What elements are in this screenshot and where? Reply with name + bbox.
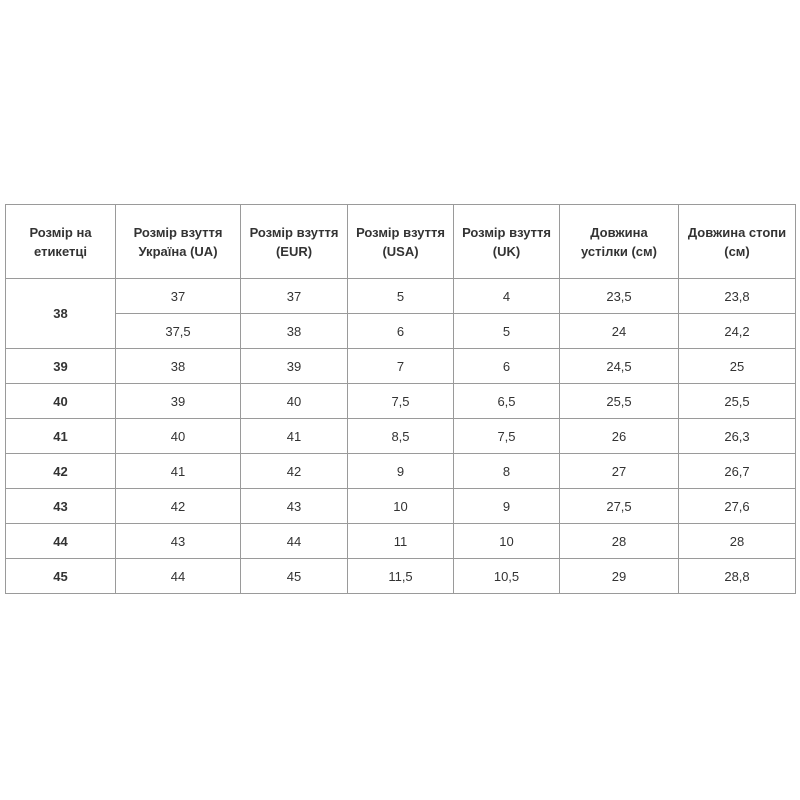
value-cell: 4 [453,278,560,314]
value-cell: 42 [115,488,241,524]
value-cell: 9 [453,488,560,524]
header-row: Розмір на етикетці Розмір взуття Україна … [5,204,796,279]
header-cell: Розмір взуття Україна (UA) [115,204,241,279]
value-cell: 7 [347,348,454,384]
value-cell: 42 [240,453,348,489]
value-cell: 41 [240,418,348,454]
value-cell: 37,5 [115,313,241,349]
table-row: 41 40 41 8,5 7,5 26 26,3 [5,418,796,454]
value-cell: 11,5 [347,558,454,594]
value-cell: 29 [559,558,679,594]
value-cell: 38 [240,313,348,349]
value-cell: 43 [115,523,241,559]
table-row: 43 42 43 10 9 27,5 27,6 [5,488,796,524]
value-cell: 39 [240,348,348,384]
value-cell: 9 [347,453,454,489]
table-row: 44 43 44 11 10 28 28 [5,523,796,559]
header-cell: Розмір взуття (UK) [453,204,560,279]
value-cell: 6 [453,348,560,384]
value-cell: 27,5 [559,488,679,524]
value-cell: 26 [559,418,679,454]
value-cell: 10 [453,523,560,559]
table-body: 38 37 37 5 4 23,5 23,8 37,5 38 6 5 24 24,2 39 38 39 7 6 24… [5,278,796,594]
value-cell: 38 [115,348,241,384]
value-cell: 10 [347,488,454,524]
value-cell: 28 [559,523,679,559]
value-cell: 37 [115,278,241,314]
header-cell: Розмір взуття (EUR) [240,204,348,279]
header-cell: Довжина стопи (см) [678,204,796,279]
value-cell: 40 [115,418,241,454]
size-table: Розмір на етикетці Розмір взуття Україна … [5,204,796,594]
value-cell: 24,5 [559,348,679,384]
value-cell: 44 [240,523,348,559]
value-cell: 7,5 [347,383,454,419]
value-cell: 25,5 [559,383,679,419]
value-cell: 44 [115,558,241,594]
value-cell: 28 [678,523,796,559]
value-cell: 8,5 [347,418,454,454]
value-cell: 27 [559,453,679,489]
header-cell: Розмір взуття (USA) [347,204,454,279]
value-cell: 24,2 [678,313,796,349]
value-cell: 8 [453,453,560,489]
value-cell: 11 [347,523,454,559]
size-cell: 44 [5,523,116,559]
value-cell: 5 [453,313,560,349]
value-cell: 23,8 [678,278,796,314]
size-cell: 42 [5,453,116,489]
value-cell: 25 [678,348,796,384]
size-cell: 43 [5,488,116,524]
header-cell: Розмір на етикетці [5,204,116,279]
size-cell: 39 [5,348,116,384]
value-cell: 37 [240,278,348,314]
value-cell: 5 [347,278,454,314]
value-cell: 10,5 [453,558,560,594]
size-cell: 45 [5,558,116,594]
size-cell: 41 [5,418,116,454]
value-cell: 27,6 [678,488,796,524]
value-cell: 39 [115,383,241,419]
table-row: 37,5 38 6 5 24 24,2 [6,313,796,349]
value-cell: 45 [240,558,348,594]
value-cell: 23,5 [559,278,679,314]
value-cell: 28,8 [678,558,796,594]
table-row: 40 39 40 7,5 6,5 25,5 25,5 [5,383,796,419]
value-cell: 26,3 [678,418,796,454]
value-cell: 6 [347,313,454,349]
value-cell: 25,5 [678,383,796,419]
header-cell: Довжина устілки (см) [559,204,679,279]
table-row: 39 38 39 7 6 24,5 25 [5,348,796,384]
value-cell: 26,7 [678,453,796,489]
value-cell: 6,5 [453,383,560,419]
value-cell: 43 [240,488,348,524]
table-row: 38 37 37 5 4 23,5 23,8 [5,278,796,349]
value-cell: 41 [115,453,241,489]
size-cell: 38 [5,278,116,349]
value-cell: 7,5 [453,418,560,454]
value-cell: 24 [559,313,679,349]
table-row: 45 44 45 11,5 10,5 29 28,8 [5,558,796,594]
value-cell: 40 [240,383,348,419]
table-row: 42 41 42 9 8 27 26,7 [5,453,796,489]
size-cell: 40 [5,383,116,419]
